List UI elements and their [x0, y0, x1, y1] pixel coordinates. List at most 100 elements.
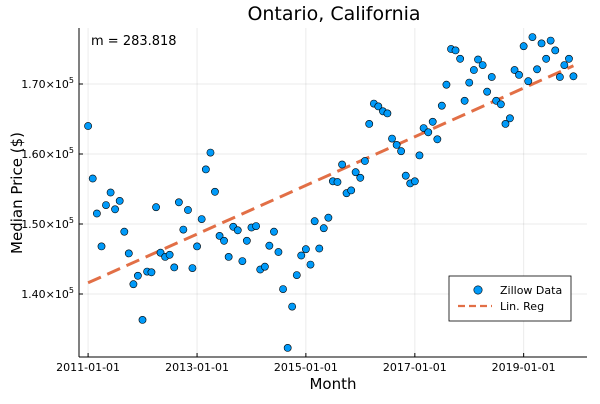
data-point [437, 101, 446, 110]
data-point [338, 160, 346, 169]
data-point [211, 187, 219, 196]
data-point [120, 227, 129, 236]
data-point [428, 117, 437, 126]
data-point [283, 343, 292, 352]
data-point [297, 251, 306, 260]
data-points [84, 33, 578, 352]
data-point [546, 36, 555, 45]
y-tick-label: 1.60×105 [21, 146, 74, 161]
data-point [111, 205, 119, 214]
data-point [310, 217, 319, 226]
data-point [270, 227, 278, 236]
y-axis-label: Median Price ($) [8, 132, 26, 254]
data-point [106, 188, 115, 197]
data-point [456, 54, 465, 63]
y-tick-label-base: 1.50×10 [21, 218, 69, 231]
data-point [165, 250, 174, 259]
legend-marker-zillow [473, 285, 483, 295]
data-point [537, 39, 546, 48]
x-tick-label: 2013-01-01 [165, 361, 229, 374]
data-point [224, 252, 233, 261]
x-tick-label: 2011-01-01 [56, 361, 120, 374]
data-point [179, 225, 188, 234]
legend-label-regression: Lin. Reg [500, 300, 544, 313]
data-point [115, 196, 124, 205]
data-point [215, 231, 224, 240]
x-axis-label: Month [309, 375, 356, 393]
data-point [528, 33, 537, 41]
data-point [496, 100, 505, 109]
y-tick-label-exponent: 5 [69, 146, 74, 155]
data-point [515, 71, 523, 79]
data-point [388, 134, 396, 143]
legend-label-zillow: Zillow Data [500, 284, 562, 297]
data-point [401, 171, 410, 180]
data-point [560, 61, 569, 69]
data-point [474, 55, 482, 64]
data-point [152, 203, 160, 212]
chart-title: Ontario, California [247, 3, 420, 25]
data-point [124, 249, 133, 258]
data-point [465, 78, 474, 87]
data-point [88, 174, 97, 183]
data-point [569, 72, 578, 81]
data-point [242, 236, 251, 245]
data-point [133, 271, 142, 280]
y-tick-label-base: 1.60×10 [21, 148, 69, 161]
data-point [193, 242, 201, 251]
data-point [301, 245, 310, 254]
data-point [365, 120, 374, 128]
data-point [197, 215, 206, 223]
data-point [415, 151, 424, 160]
y-tick-label-exponent: 5 [69, 286, 74, 295]
data-point [360, 157, 369, 165]
x-tick-label: 2017-01-01 [383, 361, 447, 374]
data-point [233, 226, 242, 235]
data-point [324, 213, 333, 222]
data-point [220, 236, 228, 245]
data-point [279, 285, 287, 293]
data-point [392, 140, 401, 149]
data-point [138, 315, 147, 324]
data-point [542, 54, 551, 63]
y-tick-label: 1.40×105 [21, 286, 74, 301]
data-point [288, 302, 297, 311]
legend: Zillow Data Lin. Reg [448, 275, 572, 322]
data-point [506, 114, 514, 123]
data-point [129, 280, 138, 289]
data-point [306, 260, 315, 269]
data-point [424, 128, 433, 137]
y-tick-label-base: 1.70×10 [21, 78, 69, 91]
data-point [397, 147, 406, 156]
data-point [292, 271, 301, 279]
x-tick-label: 2019-01-01 [492, 361, 556, 374]
data-point [206, 148, 215, 157]
data-point [442, 80, 451, 89]
data-point [92, 209, 101, 218]
data-point [524, 77, 533, 86]
data-point [147, 268, 156, 277]
data-point [487, 73, 496, 81]
data-point [201, 165, 210, 174]
data-point [319, 224, 328, 233]
data-point [238, 257, 247, 265]
legend-box [448, 275, 572, 322]
data-point [433, 135, 442, 144]
y-tick-label: 1.70×105 [21, 76, 74, 91]
y-tick-label-exponent: 5 [69, 76, 74, 85]
data-point [410, 177, 419, 186]
data-point [469, 66, 478, 74]
slope-annotation: m = 283.818 [91, 34, 177, 49]
data-point [351, 168, 360, 177]
data-point [260, 262, 269, 271]
data-point [510, 66, 519, 74]
data-point [265, 241, 274, 250]
data-point [565, 54, 573, 63]
x-tick-label: 2015-01-01 [274, 361, 338, 374]
data-point [315, 244, 324, 253]
data-point [84, 122, 92, 130]
data-point [374, 102, 383, 111]
